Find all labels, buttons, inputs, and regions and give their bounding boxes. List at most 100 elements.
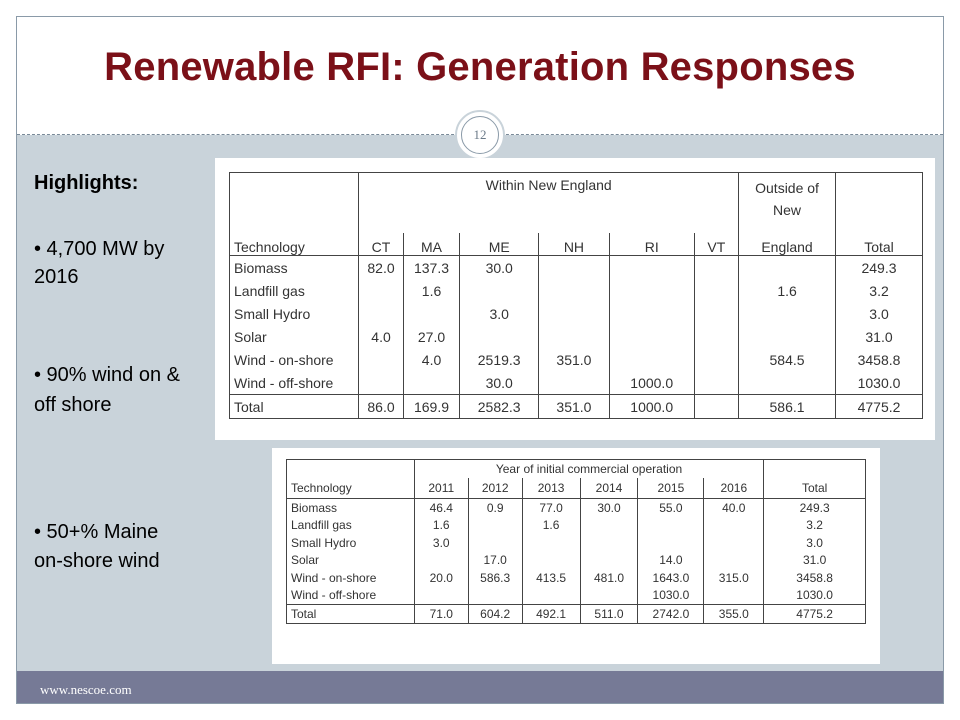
cell-value (538, 279, 610, 302)
cell-value (402, 302, 461, 325)
cell-value (538, 302, 610, 325)
row-label: Landfill gas (228, 279, 360, 302)
highlights-heading: Highlights: (34, 172, 139, 194)
column-header: VT (693, 233, 740, 256)
column-header: 2015 (637, 478, 705, 499)
row-label: Solar (228, 325, 360, 348)
row-label: Small Hydro (228, 302, 360, 325)
cell-value: 1.6 (738, 279, 837, 302)
group-header: Within New England (358, 172, 740, 233)
cell-value: 1030.0 (835, 371, 923, 395)
cell-value: 315.0 (703, 569, 765, 587)
cell-value (521, 551, 581, 569)
footer-url[interactable]: www.nescoe.com (40, 682, 132, 697)
cell-value (703, 551, 765, 569)
column-header: Technology (286, 478, 415, 499)
cell-value: 249.3 (763, 498, 866, 517)
table-row: Wind - off-shore 1030.0 1030.0 (286, 586, 866, 605)
cell-value (693, 302, 740, 325)
cell-value (703, 516, 765, 534)
row-label: Landfill gas (286, 516, 415, 534)
cell-value: 1030.0 (637, 586, 705, 605)
cell-value: 1000.0 (608, 394, 695, 419)
cell-value: 1030.0 (763, 586, 866, 605)
cell-value: 3458.8 (835, 348, 923, 371)
highlight-bullet: • 90% wind on & off shore (34, 364, 180, 416)
cell-value (637, 534, 705, 552)
table-row: Wind - off-shore 30.0 1000.0 1030.0 (228, 371, 923, 395)
cell-value (459, 279, 540, 302)
cell-value (521, 586, 581, 605)
cell-value: 31.0 (835, 325, 923, 348)
cell-value: 46.4 (413, 498, 469, 517)
column-header: MA (402, 233, 461, 256)
cell-value: 71.0 (413, 604, 469, 623)
cell-value (608, 348, 695, 371)
column-header: Total (835, 233, 923, 256)
cell-value: 4.0 (402, 348, 461, 371)
cell-value (693, 279, 740, 302)
total-row: Total 71.0 604.2 492.1 511.0 2742.0 355.0 4775.… (286, 604, 866, 623)
cell-value: 31.0 (763, 551, 866, 569)
cell-value: 86.0 (358, 394, 404, 419)
cell-value: 2742.0 (637, 604, 705, 623)
cell-value (358, 279, 404, 302)
column-header: 2012 (467, 478, 523, 499)
cell-value (693, 255, 740, 279)
cell-value (358, 371, 404, 395)
cell-value (693, 348, 740, 371)
table-row: Solar 17.0 14.0 31.0 (286, 551, 866, 569)
cell-value: 355.0 (703, 604, 765, 623)
row-label: Wind - off-shore (228, 371, 360, 395)
group-header: Year of initial commercial operation (413, 459, 765, 478)
cell-value: 30.0 (459, 255, 540, 279)
cell-value (703, 534, 765, 552)
cell-value: 30.0 (579, 498, 639, 517)
cell-value: 82.0 (358, 255, 404, 279)
cell-value: 20.0 (413, 569, 469, 587)
state-table-panel: Within New England Outside of New Technol… (215, 158, 935, 440)
table-row: Landfill gas 1.6 1.6 3.2 (286, 516, 866, 534)
cell-value (693, 325, 740, 348)
cell-value: 511.0 (579, 604, 639, 623)
cell-value (608, 255, 695, 279)
table-row: Biomass 82.0 137.3 30.0 249.3 (228, 255, 923, 279)
cell-value (738, 302, 837, 325)
cell-value (538, 371, 610, 395)
table-row: Landfill gas 1.6 1.6 3.2 (228, 279, 923, 302)
cell-value (467, 586, 523, 605)
cell-value (467, 516, 523, 534)
cell-value (358, 302, 404, 325)
column-header: NH (538, 233, 610, 256)
outside-header-text: Outside of New (755, 180, 819, 218)
cell-value: 1.6 (402, 279, 461, 302)
table-row: Biomass 46.4 0.9 77.0 30.0 55.0 40.0 249.3 (286, 498, 866, 517)
page-number: 12 (461, 116, 499, 154)
row-label: Wind - on-shore (286, 569, 415, 587)
row-label: Biomass (228, 255, 360, 279)
year-table-panel: Year of initial commercial operation Tec… (272, 448, 880, 664)
cell-value (467, 534, 523, 552)
table-row: Small Hydro 3.0 3.0 (228, 302, 923, 325)
cell-value: 3.2 (763, 516, 866, 534)
column-header: 2016 (703, 478, 765, 499)
cell-value (413, 586, 469, 605)
cell-value (459, 325, 540, 348)
cell-value: 3.0 (835, 302, 923, 325)
row-label: Total (286, 604, 415, 623)
row-label: Biomass (286, 498, 415, 517)
cell-value (538, 255, 610, 279)
cell-value (608, 302, 695, 325)
outside-header: Outside of New (738, 172, 837, 233)
column-header: Technology (228, 233, 360, 256)
column-header: England (738, 233, 837, 256)
page-number-badge: 12 (455, 110, 505, 160)
cell-value (637, 516, 705, 534)
column-header: CT (358, 233, 404, 256)
highlight-bullet: • 4,700 MW by 2016 (34, 238, 165, 288)
cell-value: 3.0 (763, 534, 866, 552)
cell-value: 4775.2 (763, 604, 866, 623)
cell-value: 4.0 (358, 325, 404, 348)
total-row: Total 86.0 169.9 2582.3 351.0 1000.0 586.1 4775… (228, 394, 923, 419)
cell-value: 0.9 (467, 498, 523, 517)
